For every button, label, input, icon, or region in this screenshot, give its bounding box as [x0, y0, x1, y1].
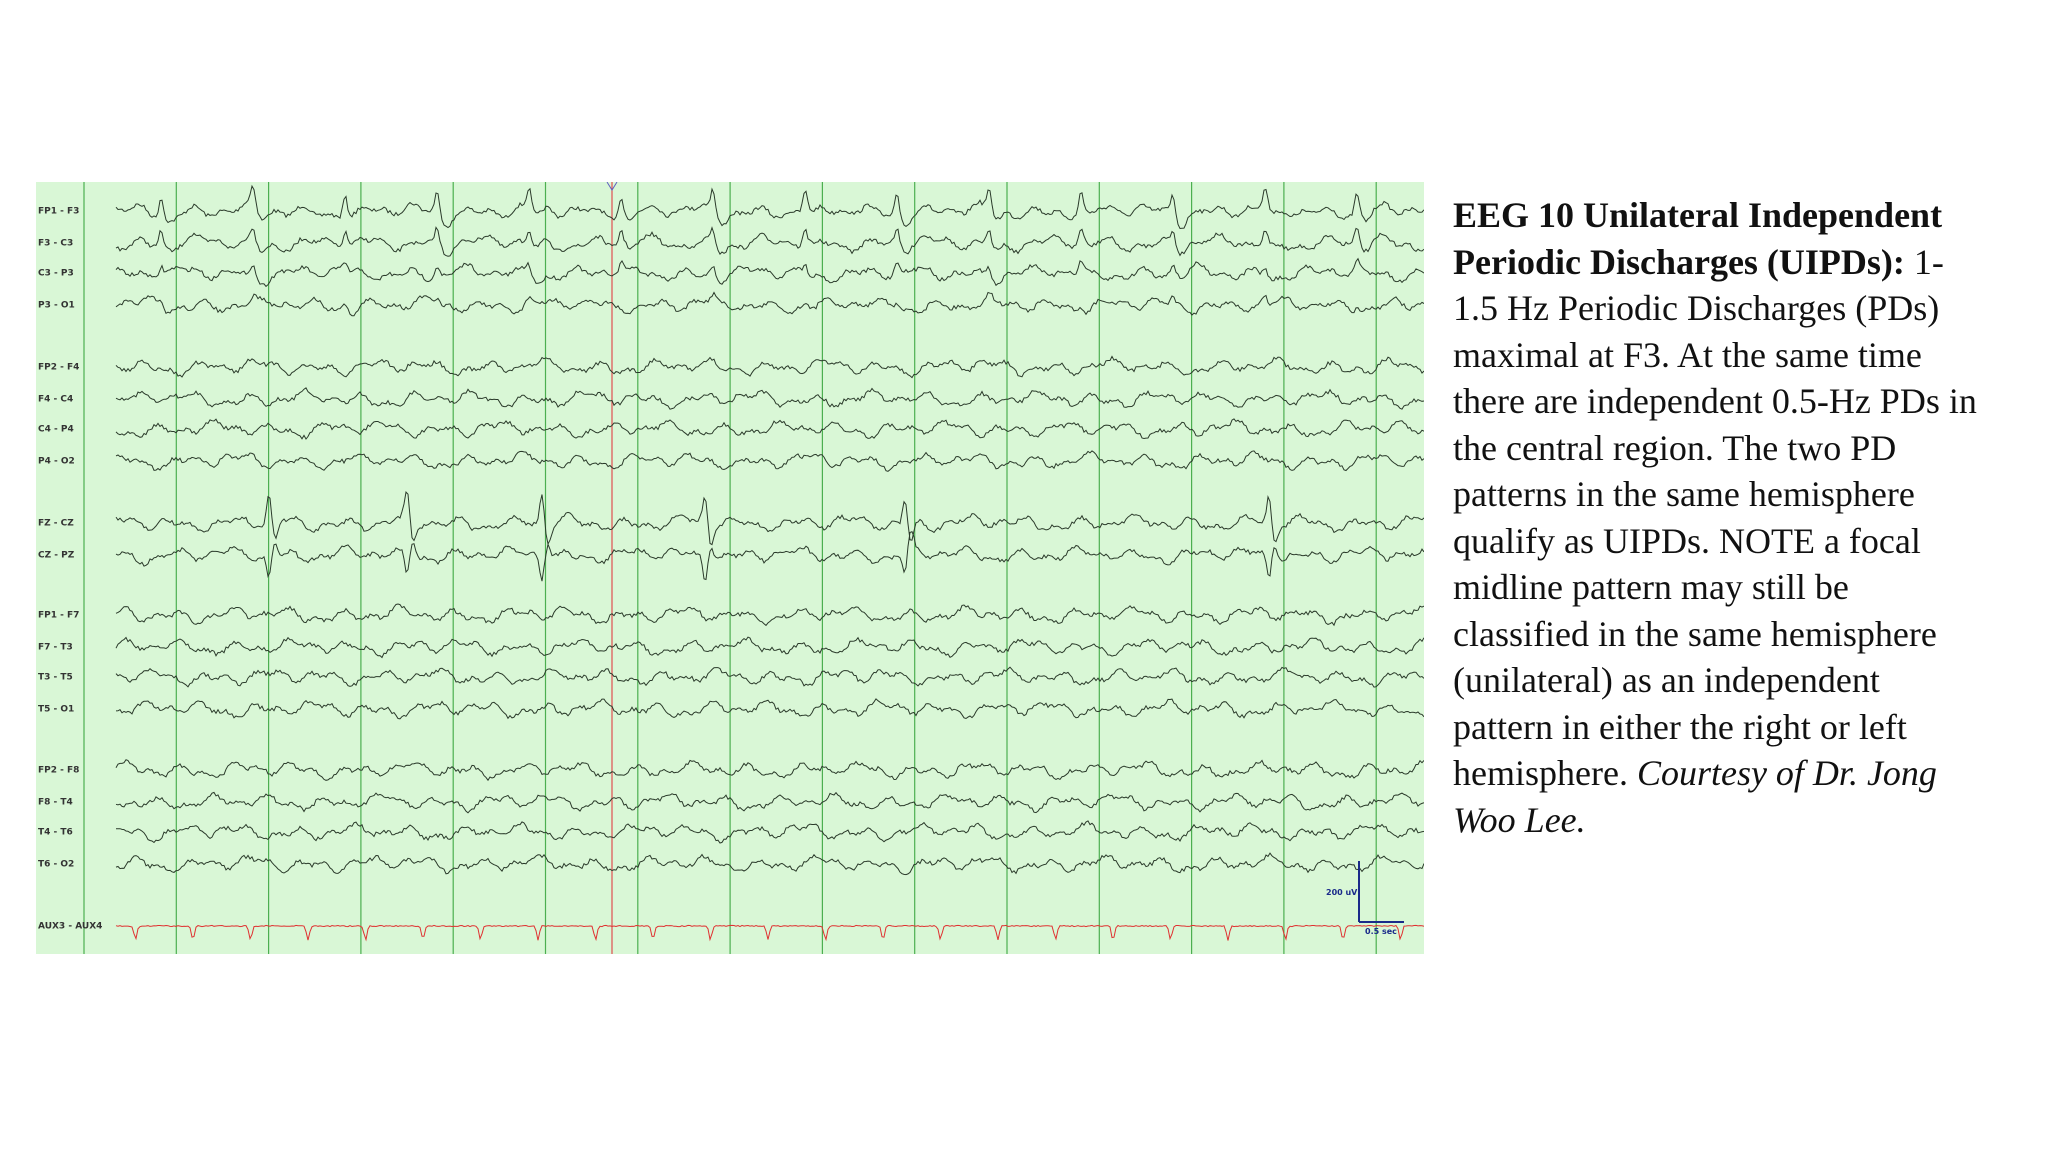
time-scale: 0.5 sec [1365, 927, 1397, 936]
channel-labels: FP1 - F3 F3 - C3 C3 - P3 P3 - O1 FP2 - F4 F4 … [38, 207, 102, 932]
trace [115, 291, 1424, 317]
channel-label: FP2 - F8 [38, 766, 79, 776]
time-grid [83, 182, 1377, 954]
trace [115, 852, 1424, 876]
trace [115, 636, 1424, 659]
channel-label: P3 - O1 [38, 301, 75, 311]
trace [115, 226, 1424, 257]
trace [115, 450, 1424, 472]
trace [115, 387, 1424, 410]
trace [115, 698, 1424, 720]
trace [115, 666, 1424, 688]
amplitude-scale: 200 uV [1326, 888, 1358, 897]
trace [115, 491, 1424, 546]
trace [115, 791, 1424, 814]
channel-label: F8 - T4 [38, 798, 73, 808]
trace [115, 759, 1424, 782]
channel-label: FZ - CZ [38, 519, 74, 529]
caption-title: EEG 10 Unilateral Independent Periodic D… [1453, 195, 1943, 282]
caption-body: 1-1.5 Hz Periodic Discharges (PDs) maxim… [1453, 241, 1977, 794]
trace [115, 531, 1424, 582]
caption-credit: Courtesy of Dr. Jong Woo Lee. [1453, 753, 1937, 840]
channel-label: FP1 - F7 [38, 611, 79, 621]
channel-label: F4 - C4 [38, 395, 73, 405]
caption: EEG 10 Unilateral Independent Periodic D… [1453, 192, 1983, 843]
traces [115, 184, 1424, 942]
channel-label: T5 - O1 [38, 705, 74, 715]
channel-label: T6 - O2 [38, 860, 74, 870]
channel-label: C4 - P4 [38, 425, 74, 435]
trace [115, 603, 1424, 627]
trace [115, 184, 1424, 230]
channel-label: AUX3 - AUX4 [38, 922, 102, 932]
trace [115, 418, 1424, 440]
channel-label: CZ - PZ [38, 551, 75, 561]
trace [115, 820, 1424, 844]
eeg-panel: FP1 - F3 F3 - C3 C3 - P3 P3 - O1 FP2 - F4 F4 … [36, 182, 1424, 954]
channel-label: T3 - T5 [38, 673, 73, 683]
channel-label: FP1 - F3 [38, 207, 79, 217]
channel-label: P4 - O2 [38, 457, 75, 467]
cursor-marker [606, 182, 618, 191]
trace [115, 355, 1424, 379]
channel-label: F7 - T3 [38, 643, 73, 653]
channel-label: FP2 - F4 [38, 363, 79, 373]
channel-label: C3 - P3 [38, 269, 74, 279]
trace [115, 924, 1424, 942]
channel-label: T4 - T6 [38, 828, 73, 838]
trace [115, 257, 1424, 288]
channel-label: F3 - C3 [38, 239, 73, 249]
